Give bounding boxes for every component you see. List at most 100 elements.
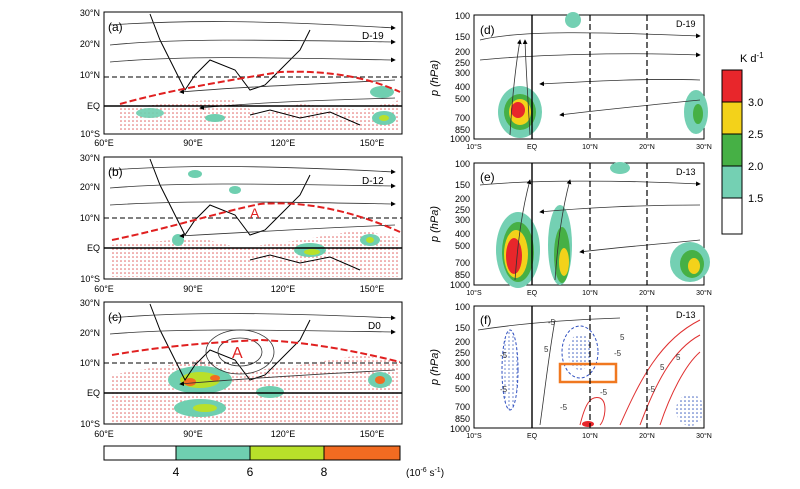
svg-text:500: 500 xyxy=(455,241,470,251)
svg-text:10°N: 10°N xyxy=(582,432,598,440)
svg-text:90°E: 90°E xyxy=(183,284,203,294)
svg-text:10°S: 10°S xyxy=(466,432,482,440)
svg-text:20°N: 20°N xyxy=(639,289,655,297)
svg-text:20°N: 20°N xyxy=(80,182,100,192)
svg-text:400: 400 xyxy=(455,229,470,239)
cbar-bottom-bin-3 xyxy=(249,445,325,461)
svg-text:30°N: 30°N xyxy=(696,143,712,151)
svg-text:60°E: 60°E xyxy=(94,429,114,439)
svg-text:300: 300 xyxy=(455,68,470,78)
svg-text:-5: -5 xyxy=(500,385,508,394)
svg-text:1000: 1000 xyxy=(450,134,470,144)
svg-text:90°E: 90°E xyxy=(183,138,203,148)
svg-text:150°E: 150°E xyxy=(360,138,385,148)
cbar-right-bin-3 xyxy=(721,133,743,167)
svg-text:60°E: 60°E xyxy=(94,284,114,294)
svg-text:700: 700 xyxy=(455,402,470,412)
panel-tag-d: (d) xyxy=(480,23,495,37)
svg-text:30°N: 30°N xyxy=(80,153,100,163)
svg-text:150°E: 150°E xyxy=(360,429,385,439)
svg-text:-5: -5 xyxy=(560,403,568,412)
cbar-right-bin-2 xyxy=(721,101,743,135)
anticyclone-marker-c: A xyxy=(232,345,243,362)
panel-tag-b: (b) xyxy=(108,165,123,179)
svg-text:-5: -5 xyxy=(614,349,622,358)
lat-ticks-e: 10°S EQ 10°N 20°N 30°N xyxy=(466,289,711,297)
svg-text:30°N: 30°N xyxy=(696,289,712,297)
svg-text:700: 700 xyxy=(455,258,470,268)
svg-text:100: 100 xyxy=(455,11,470,21)
svg-text:10°S: 10°S xyxy=(80,419,100,429)
cbar-right-tick-1.5: 1.5 xyxy=(748,193,763,205)
svg-text:150: 150 xyxy=(455,323,470,333)
svg-text:1000: 1000 xyxy=(450,280,470,290)
svg-text:300: 300 xyxy=(455,358,470,368)
svg-text:EQ: EQ xyxy=(87,388,100,398)
map-lat-ticks-c: 30°N 20°N 10°N EQ 10°S xyxy=(80,298,100,429)
panel-tag-c: (c) xyxy=(108,310,122,324)
p-ticks-e: 100 150 200 250 300 400 500 700 850 1000 xyxy=(450,159,470,290)
cbar-bottom-bin-1 xyxy=(103,445,177,461)
section-panel-e: (e) D-13 xyxy=(473,162,710,288)
svg-text:850: 850 xyxy=(455,270,470,280)
svg-text:100: 100 xyxy=(455,159,470,169)
svg-text:300: 300 xyxy=(455,215,470,225)
svg-text:10°N: 10°N xyxy=(80,358,100,368)
section-panel-f: -5 5 -5 5 -5 -5 -5 -5 5 -5 5 (f) D-13 xyxy=(473,305,705,429)
svg-text:10°N: 10°N xyxy=(582,143,598,151)
panel-day-d: D-19 xyxy=(676,19,696,29)
svg-text:10°S: 10°S xyxy=(466,289,482,297)
panel-day-c: D0 xyxy=(368,321,381,332)
cbar-right-bin-1 xyxy=(721,69,743,103)
svg-text:10°S: 10°S xyxy=(80,129,100,139)
cbar-right-bin-4 xyxy=(721,165,743,199)
svg-text:150: 150 xyxy=(455,32,470,42)
svg-text:200: 200 xyxy=(455,194,470,204)
panel-tag-f: (f) xyxy=(480,313,491,327)
cbar-bottom-bin-4 xyxy=(323,445,401,461)
svg-text:500: 500 xyxy=(455,384,470,394)
svg-text:250: 250 xyxy=(455,348,470,358)
svg-text:500: 500 xyxy=(455,94,470,104)
svg-text:20°N: 20°N xyxy=(639,143,655,151)
map-lon-ticks-b: 60°E 90°E 120°E 150°E xyxy=(94,284,384,294)
svg-text:5: 5 xyxy=(620,333,625,342)
ylabel-e: p (hPa) xyxy=(429,206,441,243)
ylabel-d: p (hPa) xyxy=(429,60,441,97)
svg-text:-5: -5 xyxy=(500,351,508,360)
panel-day-b: D-12 xyxy=(362,176,384,187)
svg-text:EQ: EQ xyxy=(527,290,538,297)
svg-text:150: 150 xyxy=(455,180,470,190)
ylabel-f: p (hPa) xyxy=(429,349,441,386)
map-lat-ticks-b: 30°N 20°N 10°N EQ 10°S xyxy=(80,153,100,284)
map-lon-ticks-c: 60°E 90°E 120°E 150°E xyxy=(94,429,384,439)
svg-text:700: 700 xyxy=(455,113,470,123)
svg-text:EQ: EQ xyxy=(527,433,538,440)
svg-text:400: 400 xyxy=(455,372,470,382)
svg-text:-5: -5 xyxy=(548,318,556,327)
svg-text:20°N: 20°N xyxy=(80,39,100,49)
cbar-bottom-tick-4: 4 xyxy=(173,465,180,479)
svg-text:90°E: 90°E xyxy=(183,429,203,439)
svg-text:400: 400 xyxy=(455,82,470,92)
svg-text:200: 200 xyxy=(455,47,470,57)
right-colorbar: K d-1 3.0 2.5 2.0 1.5 xyxy=(721,51,764,235)
cbar-right-unit: K d-1 xyxy=(740,51,764,65)
svg-text:200: 200 xyxy=(455,337,470,347)
svg-text:10°S: 10°S xyxy=(466,143,482,151)
lat-ticks-f: 10°S EQ 10°N 20°N 30°N xyxy=(466,432,711,440)
svg-text:120°E: 120°E xyxy=(271,284,296,294)
svg-text:850: 850 xyxy=(455,414,470,424)
svg-text:120°E: 120°E xyxy=(271,138,296,148)
map-lon-ticks-a: 60°E 90°E 120°E 150°E xyxy=(94,138,384,148)
p-ticks-d: 100 150 200 250 300 400 500 700 850 1000 xyxy=(450,11,470,144)
panel-day-f: D-13 xyxy=(676,310,696,320)
cbar-right-tick-3.0: 3.0 xyxy=(748,97,763,109)
map-panel-b: A (b) D-12 xyxy=(103,156,403,280)
svg-text:30°N: 30°N xyxy=(80,298,100,308)
svg-text:120°E: 120°E xyxy=(271,429,296,439)
panel-day-a: D-19 xyxy=(362,31,384,42)
svg-text:5: 5 xyxy=(544,345,549,354)
